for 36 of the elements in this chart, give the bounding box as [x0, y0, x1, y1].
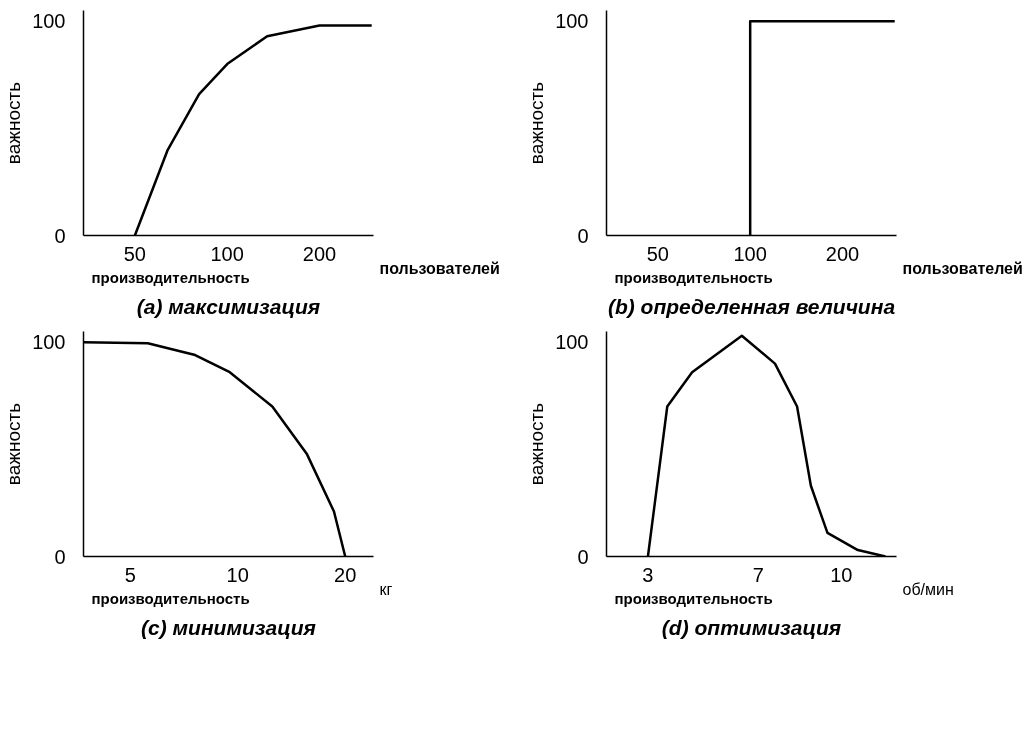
y-axis-title: важность	[3, 402, 25, 486]
text: кг	[379, 580, 393, 598]
y-tick-label: 0	[54, 224, 66, 247]
text: (b) определенная величина	[607, 294, 896, 318]
x-tick-label: 20	[334, 563, 357, 586]
x-axis-title: производительность	[91, 268, 250, 286]
x-tick-label: 3	[642, 563, 654, 586]
text: пользователей	[379, 259, 500, 277]
y-axis-title: важность	[526, 402, 548, 486]
y-tick-label: 0	[577, 224, 589, 247]
y-tick-label: 0	[577, 545, 589, 568]
y-tick-label: 0	[54, 545, 66, 568]
y-tick-label: 100	[555, 331, 589, 354]
x-tick-label: 50	[646, 242, 669, 265]
text: (c) минимизация	[141, 615, 316, 639]
x-tick-label: 200	[825, 242, 860, 265]
y-axis-title: важность	[3, 81, 25, 165]
y-tick-label: 100	[32, 331, 66, 354]
x-tick-label: 7	[752, 563, 764, 586]
x-tick-label: 10	[830, 563, 853, 586]
text: об/мин	[902, 580, 954, 598]
x-axis-title: производительность	[614, 589, 773, 607]
text: пользователей	[902, 259, 1023, 277]
text: (a) максимизация	[136, 294, 321, 318]
x-tick-label: 50	[123, 242, 146, 265]
y-tick-label: 100	[32, 10, 66, 33]
x-axis-title: производительность	[91, 589, 250, 607]
x-tick-label: 5	[124, 563, 136, 586]
x-tick-label: 100	[210, 242, 244, 265]
x-tick-label: 10	[226, 563, 249, 586]
x-tick-label: 100	[733, 242, 767, 265]
x-tick-label: 200	[302, 242, 337, 265]
x-axis-title: производительность	[614, 268, 773, 286]
text: (d) оптимизация	[661, 615, 842, 639]
y-axis-title: важность	[526, 81, 548, 165]
y-tick-label: 100	[555, 10, 589, 33]
